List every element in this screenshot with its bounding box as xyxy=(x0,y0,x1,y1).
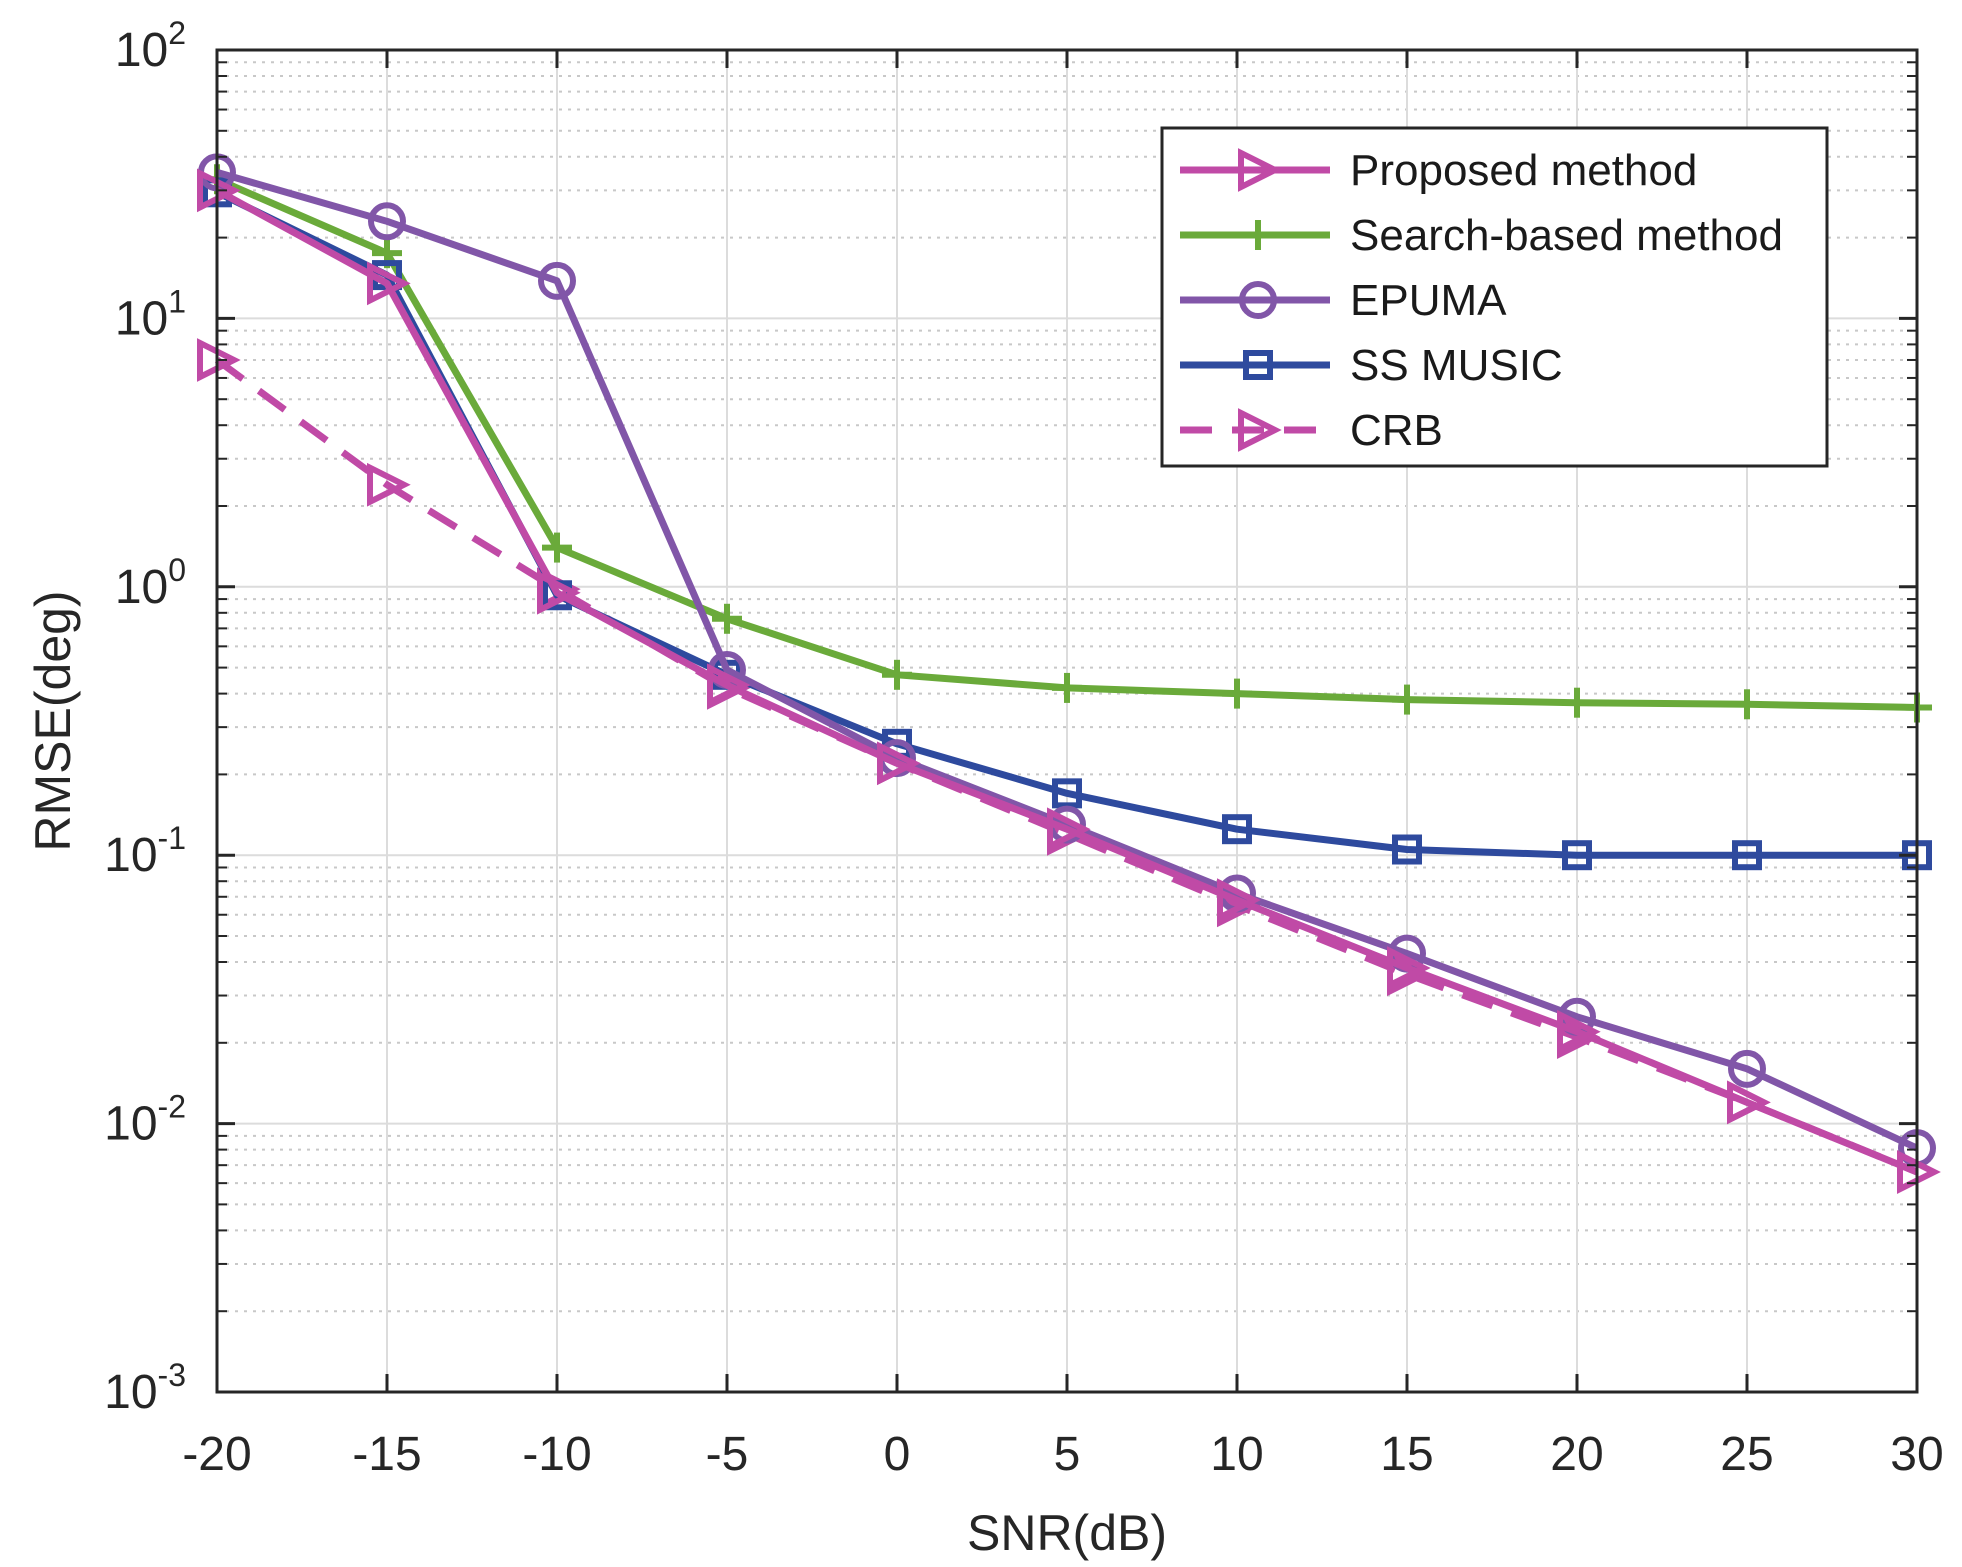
x-tick-labels: -20 -15 -10 -5 0 5 10 15 20 25 30 xyxy=(182,1428,1943,1481)
axis-ticks xyxy=(215,48,1919,1394)
x-tick-label: 5 xyxy=(1054,1428,1081,1481)
y-tick-label: 102 xyxy=(115,15,186,77)
y-axis-title: RMSE(deg) xyxy=(25,590,81,851)
series-line xyxy=(216,169,1919,1152)
legend-label: CRB xyxy=(1350,406,1443,455)
marker-triangle xyxy=(367,462,411,507)
marker-circle xyxy=(538,261,576,300)
x-tick-label: -20 xyxy=(182,1428,251,1481)
marker-triangle xyxy=(1387,946,1431,990)
marker-square xyxy=(1243,350,1273,380)
marker-triangle xyxy=(1047,807,1091,852)
marker-square xyxy=(1052,778,1082,809)
legend-item: Proposed method xyxy=(1180,146,1697,195)
marker-triangle xyxy=(1238,148,1282,192)
legend-label: Search-based method xyxy=(1350,211,1783,260)
marker-circle xyxy=(1728,1049,1766,1088)
marker-triangle xyxy=(1727,1080,1771,1125)
series-search-based-method xyxy=(202,164,1932,723)
y-tick-labels: 10-3 10-2 10-1 100 101 102 xyxy=(104,15,186,1419)
legend-item: SS MUSIC xyxy=(1180,341,1563,390)
marker-triangle xyxy=(367,261,411,306)
marker-square xyxy=(1562,840,1592,871)
x-tick-label: -10 xyxy=(522,1428,591,1481)
legend-label: EPUMA xyxy=(1350,276,1507,325)
legend-item: Search-based method xyxy=(1180,211,1783,260)
legend-label: Proposed method xyxy=(1350,146,1697,195)
series-layer xyxy=(197,153,1941,1194)
x-tick-label: 30 xyxy=(1890,1428,1943,1481)
marker-triangle xyxy=(707,663,751,708)
marker-triangle xyxy=(1557,1009,1601,1054)
x-axis-title: SNR(dB) xyxy=(967,1505,1167,1561)
x-tick-label: 25 xyxy=(1720,1428,1773,1481)
x-tick-label: 20 xyxy=(1550,1428,1603,1481)
marker-triangle xyxy=(1238,408,1282,452)
marker-square xyxy=(1392,834,1422,865)
marker-triangle xyxy=(877,741,921,786)
marker-triangle xyxy=(537,570,581,615)
series-line xyxy=(215,187,1919,1176)
x-tick-label: -5 xyxy=(706,1428,749,1481)
x-tick-label: 10 xyxy=(1210,1428,1263,1481)
y-tick-label: 10-3 xyxy=(104,1357,186,1419)
marker-circle xyxy=(368,202,406,241)
y-tick-label: 101 xyxy=(115,283,186,345)
legend: Proposed method Search-based method EPUMA S… xyxy=(1160,126,1829,468)
x-tick-label: 15 xyxy=(1380,1428,1433,1481)
x-tick-label: -15 xyxy=(352,1428,421,1481)
y-tick-label: 100 xyxy=(115,552,186,614)
marker-square xyxy=(1222,814,1252,845)
marker-square xyxy=(1732,840,1762,871)
legend-item: EPUMA xyxy=(1180,276,1507,325)
y-tick-label: 10-2 xyxy=(104,1089,186,1151)
y-tick-label: 10-1 xyxy=(104,820,186,882)
legend-item: CRB xyxy=(1180,406,1443,455)
legend-label: SS MUSIC xyxy=(1350,341,1563,390)
marker-triangle xyxy=(1217,878,1261,923)
marker-circle xyxy=(1239,281,1277,319)
x-tick-label: 0 xyxy=(884,1428,911,1481)
